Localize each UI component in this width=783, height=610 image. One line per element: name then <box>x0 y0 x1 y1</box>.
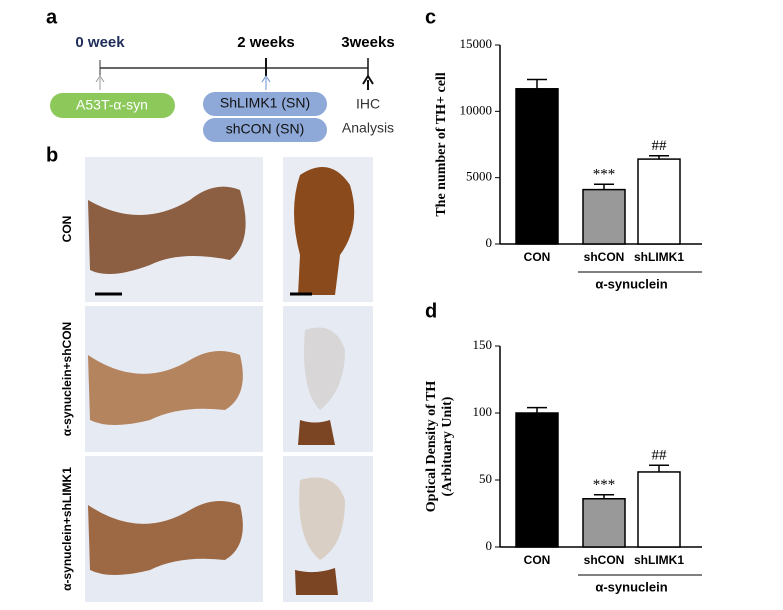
stain <box>298 420 335 445</box>
endpoint-label: IHC <box>356 96 380 112</box>
bar <box>582 188 626 245</box>
y-tick-label: 100 <box>473 404 493 419</box>
y-axis-label: Optical Density of TH <box>424 381 439 513</box>
stain <box>88 351 243 425</box>
time-label: 0 week <box>75 34 125 51</box>
x-tick-label: shCON <box>584 250 625 264</box>
bar <box>515 88 559 245</box>
arrow <box>95 75 105 90</box>
y-tick-label: 150 <box>473 337 493 352</box>
significance: ## <box>652 448 668 464</box>
stain <box>88 186 246 274</box>
significance: ## <box>652 138 668 154</box>
group-label: α-synuclein <box>595 579 667 594</box>
bar <box>582 498 626 548</box>
time-label: 2 weeks <box>237 34 295 51</box>
y-tick-label: 0 <box>486 538 493 553</box>
stain <box>88 501 243 575</box>
stain <box>295 568 338 595</box>
x-tick-label: CON <box>524 250 551 264</box>
stain <box>299 477 345 560</box>
pill <box>203 118 327 142</box>
panel-letter: c <box>425 6 436 28</box>
x-tick-label: CON <box>524 553 551 567</box>
stain <box>294 167 355 295</box>
pill-label: shCON (SN) <box>226 121 305 137</box>
pill-label: ShLIMK1 (SN) <box>220 95 310 111</box>
group-label: α-synuclein <box>595 276 667 291</box>
bar <box>637 158 681 245</box>
pill <box>203 92 327 116</box>
pill-label: A53T-α-syn <box>76 97 148 113</box>
row-label: α-synuclein+shCON <box>60 322 74 436</box>
y-tick-label: 0 <box>486 235 493 250</box>
time-label: 3weeks <box>341 34 394 51</box>
panel-letter: a <box>46 6 58 28</box>
significance: *** <box>593 167 616 183</box>
y-axis-label: (Arbituary Unit) <box>440 396 455 496</box>
y-tick-label: 10000 <box>460 102 493 117</box>
x-tick-label: shCON <box>584 553 625 567</box>
bar <box>637 471 681 548</box>
micrographs <box>85 157 373 602</box>
endpoint-label: Analysis <box>342 120 394 136</box>
row-label: α-synuclein+shLIMK1 <box>60 467 74 591</box>
y-tick-label: 5000 <box>466 169 492 184</box>
arrow <box>362 74 374 90</box>
significance: *** <box>593 477 616 493</box>
pill <box>50 93 175 118</box>
y-tick-label: 50 <box>479 471 492 486</box>
y-axis-label: The number of TH+ cell <box>434 72 449 216</box>
panel-letter: b <box>46 144 58 166</box>
arrow <box>261 75 271 90</box>
row-label: CON <box>60 216 74 243</box>
bar <box>515 412 559 548</box>
panel-letter: d <box>425 300 437 322</box>
y-tick-label: 15000 <box>460 36 493 51</box>
stain <box>304 327 345 410</box>
x-tick-label: shLIMK1 <box>634 553 684 567</box>
x-tick-label: shLIMK1 <box>634 250 684 264</box>
